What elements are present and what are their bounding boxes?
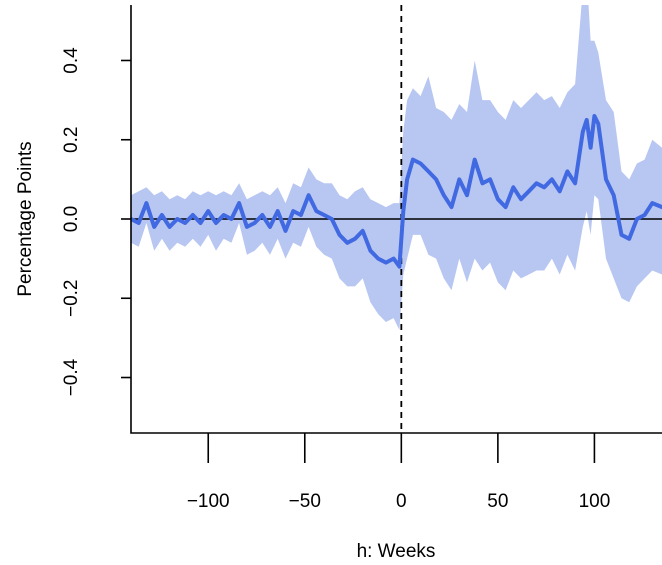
y-axis: −0.4 −0.2 0.0 0.2 0.4 [61,47,131,396]
x-axis-title: h: Weeks [357,541,436,562]
y-tick-label: −0.4 [61,358,82,396]
x-tick-label: 100 [579,491,611,512]
x-tick-label: 0 [396,491,407,512]
x-axis: −100 −50 0 50 100 [187,433,610,512]
y-tick-label: 0.2 [61,127,82,153]
confidence-band [131,5,662,330]
x-tick-label: −50 [289,491,321,512]
x-tick-label: −100 [187,491,230,512]
axes-frame [130,5,662,434]
series-line [131,114,662,269]
x-tick-label: 50 [487,491,508,512]
plot-area [131,5,662,433]
y-tick-label: 0.0 [61,206,82,232]
y-axis-title: Percentage Points [15,141,36,296]
y-tick-label: 0.4 [61,47,82,74]
y-tick-label: −0.2 [61,280,82,318]
